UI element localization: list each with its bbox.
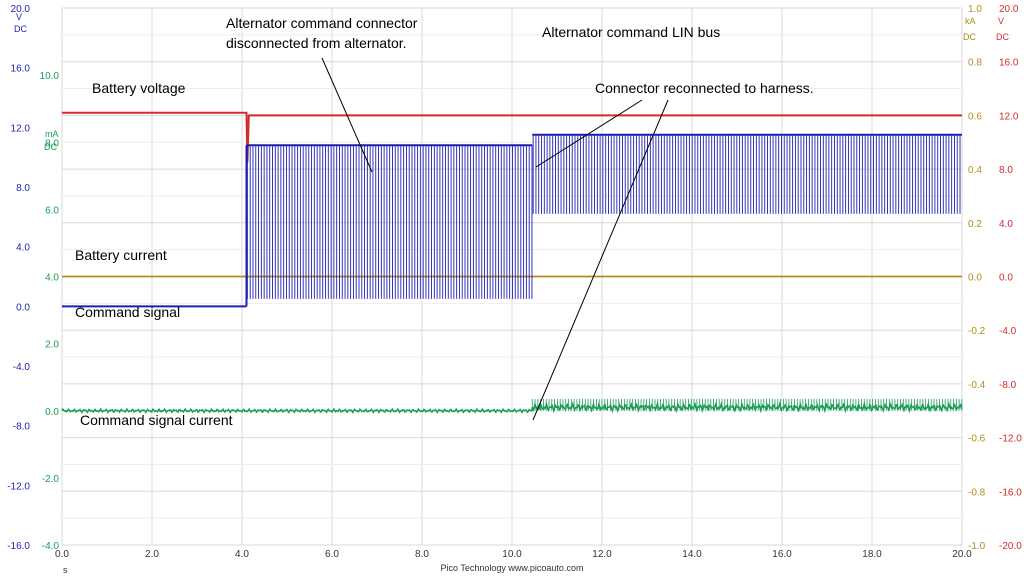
red-axis-tick-label: 16.0 <box>999 58 1019 69</box>
chart-title: Alternator command LIN bus <box>542 24 720 40</box>
gold-axis-tick-label: -0.6 <box>968 434 986 445</box>
gold-axis-coupling: DC <box>963 32 976 42</box>
annotation-disconnected-line: Alternator command connector <box>226 15 418 31</box>
red-axis-tick-label: -16.0 <box>999 487 1022 498</box>
annotation-disconnected-line: disconnected from alternator. <box>226 35 407 51</box>
blue-axis-tick-label: -16.0 <box>7 541 30 552</box>
x-tick-label: 6.0 <box>325 549 339 560</box>
blue-axis-tick-label: 16.0 <box>11 64 31 75</box>
green-axis-tick-label: 8.0 <box>45 138 59 149</box>
red-axis-tick-label: 8.0 <box>999 165 1013 176</box>
x-tick-label: 16.0 <box>772 549 792 560</box>
gold-axis-tick-label: -0.4 <box>968 380 986 391</box>
green-axis-tick-label: 2.0 <box>45 340 59 351</box>
x-tick-label: 4.0 <box>235 549 249 560</box>
blue-axis-coupling: DC <box>14 24 27 34</box>
x-tick-label: 14.0 <box>682 549 702 560</box>
gold-axis-unit: kA <box>965 16 976 26</box>
gold-axis-tick-label: -0.2 <box>968 326 986 337</box>
red-axis-unit: V <box>998 16 1004 26</box>
green-axis-tick-label: 10.0 <box>40 71 60 82</box>
red-axis-tick-label: -4.0 <box>999 326 1017 337</box>
red-axis-tick-label: -8.0 <box>999 380 1017 391</box>
red-axis-tick-label: -12.0 <box>999 434 1022 445</box>
green-axis-tick-label: -4.0 <box>42 541 60 552</box>
red-axis-tick-label: 4.0 <box>999 219 1013 230</box>
x-tick-label: 20.0 <box>952 549 972 560</box>
blue-axis-tick-label: -12.0 <box>7 481 30 492</box>
green-axis-tick-label: -2.0 <box>42 474 60 485</box>
green-axis-tick-label: 0.0 <box>45 407 59 418</box>
gold-axis-tick-label: 0.0 <box>968 273 982 284</box>
annotation-disconnected: Alternator command connector disconnected… <box>226 15 418 51</box>
x-tick-label: 8.0 <box>415 549 429 560</box>
green-axis-unit: mA <box>45 129 59 139</box>
gold-axis-tick-label: 0.8 <box>968 58 982 69</box>
blue-axis-tick-label: 12.0 <box>11 123 31 134</box>
gold-axis-tick-label: -1.0 <box>968 541 986 552</box>
blue-axis-tick-label: -4.0 <box>13 362 31 373</box>
leader-line-reconnected-upper <box>535 99 643 168</box>
annotation-command-signal: Command signal <box>75 304 180 320</box>
gold-axis-tick-label: 0.4 <box>968 165 982 176</box>
annotation-command-signal-current: Command signal current <box>80 412 233 428</box>
blue-axis-unit: V <box>16 12 22 22</box>
gold-axis-tick-label: 0.6 <box>968 111 982 122</box>
blue-axis-tick-label: 0.0 <box>16 302 30 313</box>
red-axis-tick-label: 0.0 <box>999 273 1013 284</box>
red-axis-tick-label: -20.0 <box>999 541 1022 552</box>
gold-axis-tick-label: 0.2 <box>968 219 982 230</box>
annotation-reconnected: Connector reconnected to harness. <box>595 80 814 96</box>
x-axis-unit: s <box>63 565 68 575</box>
gold-axis-tick-label: 1.0 <box>968 4 982 15</box>
red-axis-coupling: DC <box>996 32 1009 42</box>
blue-axis-tick-label: 4.0 <box>16 243 30 254</box>
x-tick-label: 10.0 <box>502 549 522 560</box>
red-axis-tick-label: 12.0 <box>999 111 1019 122</box>
leader-line-reconnected-lower <box>532 99 669 421</box>
blue-axis-tick-label: 20.0 <box>11 4 31 15</box>
signal-traces <box>61 111 963 414</box>
x-tick-label: 2.0 <box>145 549 159 560</box>
footer-credit: Pico Technology www.picoauto.com <box>441 563 584 573</box>
blue-axis-tick-label: -8.0 <box>13 422 31 433</box>
x-tick-label: 18.0 <box>862 549 882 560</box>
gold-axis-tick-label: -0.8 <box>968 487 986 498</box>
green-axis-tick-label: 6.0 <box>45 205 59 216</box>
green-axis-tick-label: 4.0 <box>45 273 59 284</box>
annotation-battery-current: Battery current <box>75 247 167 263</box>
x-tick-label: 0.0 <box>55 549 69 560</box>
blue-axis-tick-label: 8.0 <box>16 183 30 194</box>
green-axis-coupling: DC <box>44 142 57 152</box>
axis-labels: 0.0 2.0 4.0 6.0 8.0 10.0 12.0 14.0 16.0 18.0 20.0 2… <box>7 4 1022 560</box>
x-tick-label: 12.0 <box>592 549 612 560</box>
leader-line-disconnected <box>321 57 373 173</box>
annotation-battery-voltage: Battery voltage <box>92 80 186 96</box>
red-axis-tick-label: 20.0 <box>999 4 1019 15</box>
